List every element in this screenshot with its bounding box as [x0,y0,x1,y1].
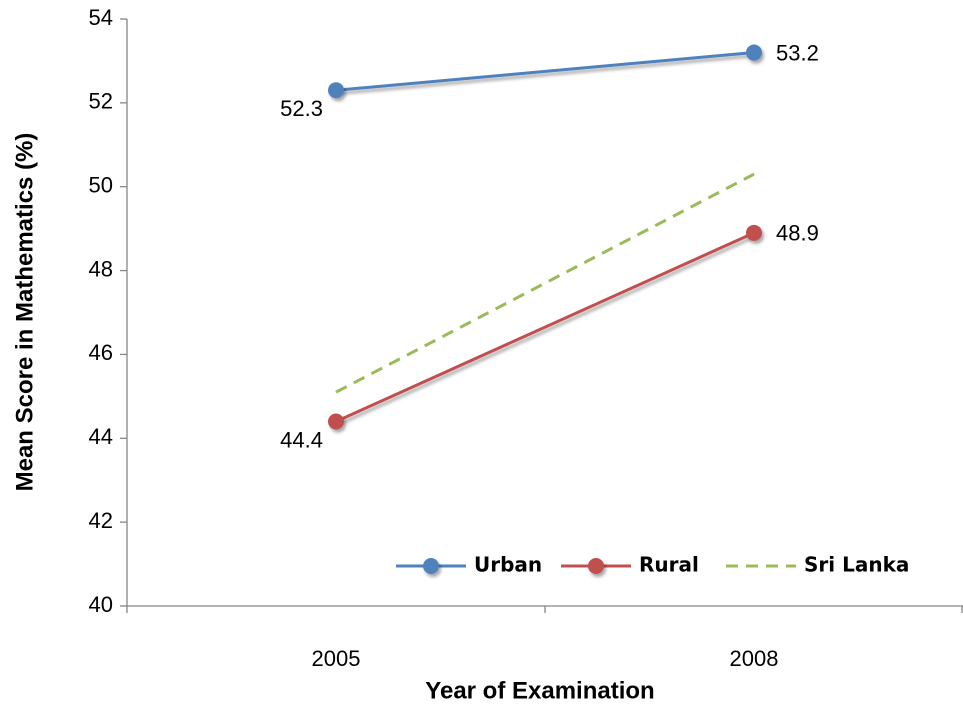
y-tick-label: 52 [89,89,113,114]
series-line [335,231,755,423]
data-point [328,82,344,99]
y-tick-label: 42 [89,508,113,533]
series-line [335,51,755,92]
data-point [746,224,762,241]
legend-marker [588,558,604,574]
legend-label: Urban [474,553,542,577]
x-axis-title: Year of Examination [425,677,654,704]
y-axis-title: Mean Score in Mathematics (%) [11,133,38,492]
series-line [335,172,755,394]
data-label: 48.9 [776,221,819,246]
y-tick-label: 46 [89,340,113,365]
data-label: 53.2 [776,40,819,65]
data-label: 52.3 [280,96,323,121]
x-tick-label: 2008 [730,646,779,671]
legend-marker [423,558,439,574]
y-tick-label: 48 [89,256,113,281]
legend-label: Sri Lanka [804,553,909,577]
y-tick-label: 44 [89,424,113,449]
legend-label: Rural [639,553,699,577]
y-tick-label: 54 [89,5,113,30]
data-point [328,413,344,430]
data-label: 44.4 [280,427,323,452]
y-tick-label: 40 [89,592,113,617]
y-tick-label: 50 [89,173,113,198]
x-tick-label: 2005 [312,646,361,671]
data-point [746,44,762,61]
